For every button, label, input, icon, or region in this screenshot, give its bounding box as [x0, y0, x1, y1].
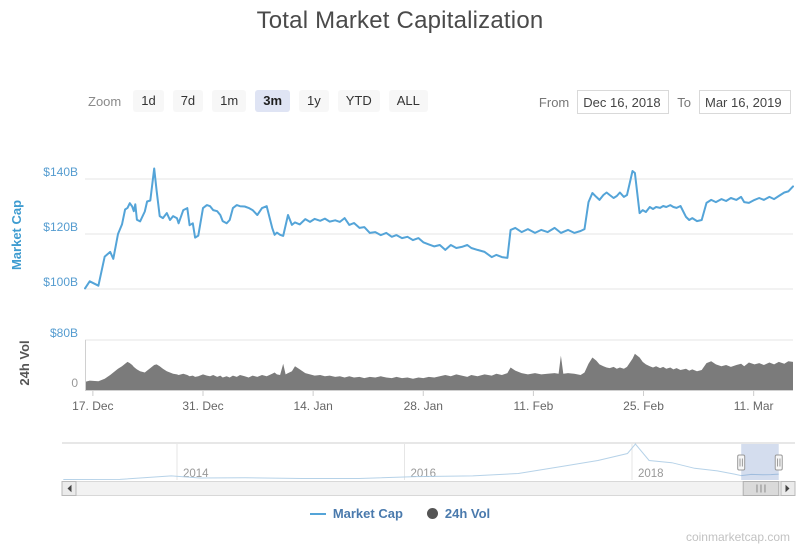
legend-item-24h-vol[interactable]: 24h Vol [426, 506, 491, 521]
y-axis-label: $120B [43, 220, 78, 234]
legend-label: Market Cap [332, 506, 403, 521]
from-date-input[interactable] [577, 90, 670, 114]
x-axis-label: 31. Dec [182, 399, 223, 413]
page-title: Total Market Capitalization [256, 7, 544, 34]
scrollbar-left-arrow-icon [67, 484, 72, 493]
scrollbar-track[interactable] [61, 481, 796, 496]
zoom-label: Zoom [88, 93, 122, 109]
navigator-handle-left[interactable] [737, 454, 746, 471]
legend-line-symbol [309, 512, 326, 515]
zoom-button-group: Zoom 1d 7d 1m 3m 1y YTD ALL [88, 90, 428, 113]
legend: Market Cap 24h Vol [0, 506, 800, 521]
market-cap-line-series [84, 167, 794, 290]
market-cap-axis-title: Market Cap [9, 200, 24, 270]
x-axis-label: 25. Feb [623, 399, 664, 413]
date-range-group: From To [539, 90, 791, 114]
zoom-button-1d[interactable]: 1d [133, 90, 164, 113]
zoom-button-all[interactable]: ALL [388, 90, 428, 113]
navigator-handle-right[interactable] [774, 454, 783, 471]
navigator-selection[interactable] [741, 444, 779, 480]
controls-row: Zoom 1d 7d 1m 3m 1y YTD ALL From To [0, 90, 800, 116]
navigator-year-label: 2016 [411, 468, 437, 480]
to-date-input[interactable] [699, 90, 791, 114]
x-axis-label: 14. Jan [293, 399, 332, 413]
watermark: coinmarketcap.com [685, 530, 790, 544]
zoom-button-7d[interactable]: 7d [172, 90, 204, 113]
scrollbar-right-arrow-icon [785, 484, 790, 493]
zoom-button-1y[interactable]: 1y [299, 90, 329, 113]
legend-item-market-cap[interactable]: Market Cap [309, 506, 403, 521]
x-axis-label: 11. Mar [734, 399, 774, 413]
zoom-button-ytd[interactable]: YTD [337, 90, 380, 113]
x-axis-label: 17. Dec [72, 399, 113, 413]
volume-axis-title: 24h Vol [17, 340, 32, 385]
zoom-button-3m[interactable]: 3m [255, 90, 291, 113]
volume-area-series [85, 353, 793, 390]
to-label: To [677, 94, 691, 110]
zoom-buttons: 1d 7d 1m 3m 1y YTD ALL [124, 90, 428, 113]
zoom-button-1m[interactable]: 1m [212, 90, 247, 113]
from-label: From [538, 94, 570, 110]
y-axis-label: $80B [50, 326, 78, 340]
legend-circle-symbol [426, 508, 438, 519]
y-axis-label: $140B [43, 165, 78, 179]
x-axis-label: 28. Jan [404, 399, 443, 413]
y-axis-label: 0 [71, 376, 78, 390]
legend-label: 24h Vol [444, 506, 491, 521]
x-axis-label: 11. Feb [513, 399, 553, 413]
navigator-mini-series [63, 443, 779, 480]
navigator-year-label: 2018 [638, 468, 664, 480]
y-axis-label: $100B [43, 275, 78, 289]
